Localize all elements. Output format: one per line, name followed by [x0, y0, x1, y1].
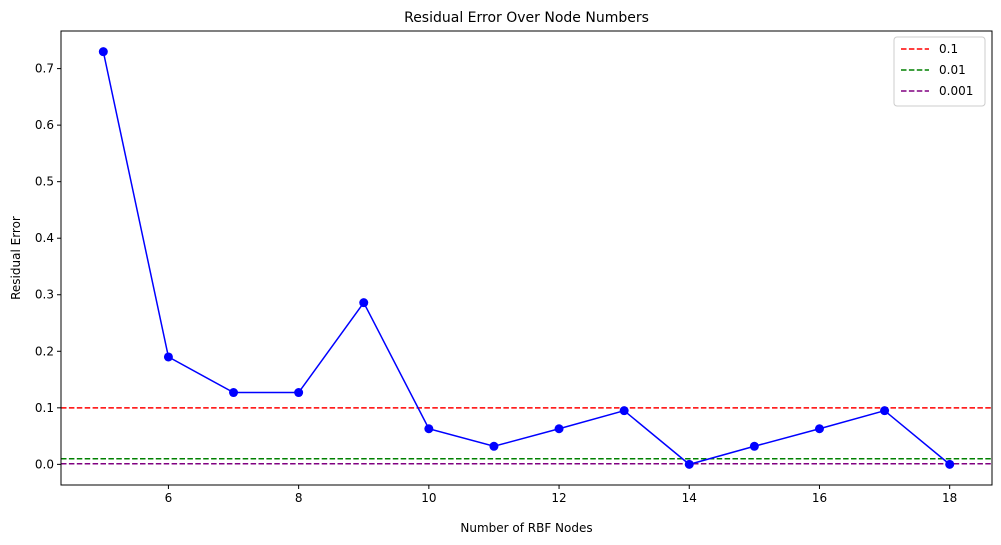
x-tick-label: 16 [812, 491, 827, 505]
data-point [945, 459, 955, 469]
y-tick-label: 0.2 [35, 344, 54, 358]
data-point [880, 406, 890, 416]
legend: 0.1 0.01 0.001 [893, 36, 986, 107]
y-tick-label: 0.3 [35, 288, 54, 302]
data-point [163, 352, 173, 362]
reference-lines [61, 407, 992, 465]
series-line-0 [102, 51, 951, 466]
y-axis-title: Residual Error [9, 216, 23, 300]
y-tick-label: 0.4 [35, 231, 54, 245]
plot-frame [60, 30, 993, 486]
data-point [554, 424, 564, 434]
data-point [814, 424, 824, 434]
y-tick-label: 0.6 [35, 118, 54, 132]
x-tick-label: 14 [682, 491, 697, 505]
x-tick-label: 12 [551, 491, 566, 505]
x-tick-label: 18 [942, 491, 957, 505]
legend-label: 0.01 [939, 63, 966, 77]
series-layer [98, 47, 955, 469]
y-tick-label: 0.0 [35, 457, 54, 471]
x-tick-label: 6 [165, 491, 173, 505]
y-tick-label: 0.5 [35, 175, 54, 189]
y-axis: 0.0 0.1 0.2 0.3 0.4 0.5 0.6 0.7 [35, 62, 61, 471]
y-tick-label: 0.7 [35, 62, 54, 76]
legend-label: 0.001 [939, 84, 973, 98]
data-point [424, 424, 434, 434]
legend-label: 0.1 [939, 42, 958, 56]
data-point [229, 388, 239, 398]
data-point [294, 388, 304, 398]
data-point [359, 298, 369, 308]
data-point [619, 406, 629, 416]
x-axis-title: Number of RBF Nodes [460, 521, 592, 535]
data-point [684, 459, 694, 469]
data-point [749, 441, 759, 451]
y-tick-label: 0.1 [35, 401, 54, 415]
x-tick-label: 8 [295, 491, 303, 505]
x-tick-label: 10 [421, 491, 436, 505]
x-axis: 6 8 10 12 14 16 18 [165, 485, 957, 505]
data-point [98, 47, 108, 57]
legend-box [893, 36, 986, 107]
data-point [489, 441, 499, 451]
chart-title: Residual Error Over Node Numbers [404, 10, 649, 26]
